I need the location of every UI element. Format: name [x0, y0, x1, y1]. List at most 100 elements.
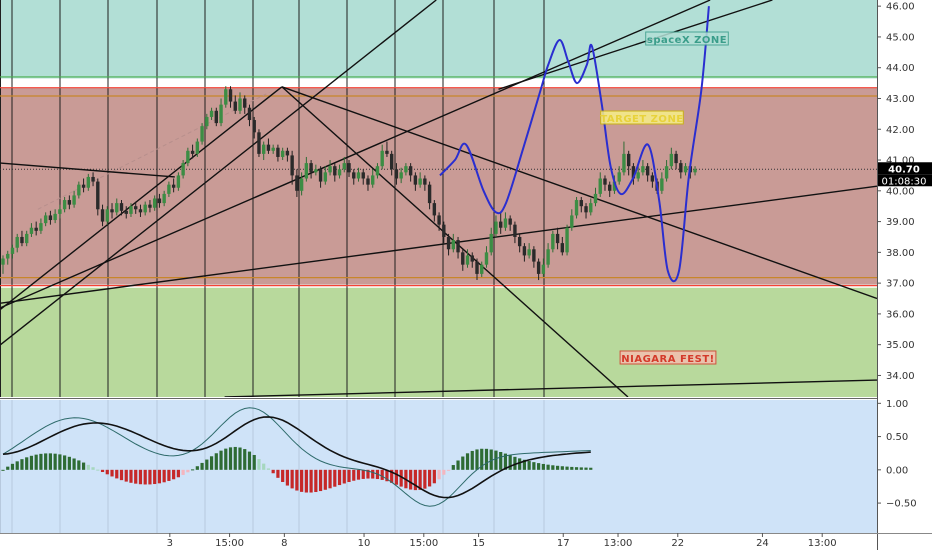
candle-body — [58, 209, 62, 214]
histogram-bar — [233, 446, 237, 470]
histogram-bar — [465, 453, 470, 470]
candle-body — [333, 166, 337, 176]
histogram-bar — [328, 469, 332, 489]
candle-body — [399, 172, 403, 179]
candle-body — [546, 249, 550, 265]
histogram-bar — [347, 469, 351, 483]
trendline[interactable] — [0, 0, 711, 309]
histogram-bar — [371, 469, 375, 479]
candle-body — [115, 203, 119, 213]
candle-body — [214, 110, 218, 124]
osc-tick-label: 0.00 — [886, 465, 908, 476]
candle-body — [228, 89, 233, 102]
histogram-bar — [214, 453, 218, 470]
zone-label-2: TARGET ZONE — [600, 110, 684, 125]
candle-body — [683, 166, 688, 173]
zone-label-box — [600, 110, 684, 125]
projection-path[interactable] — [439, 6, 710, 283]
candle-body — [157, 198, 162, 204]
histogram-bar — [129, 469, 133, 483]
trendline[interactable] — [0, 86, 283, 310]
histogram-bar — [143, 469, 147, 485]
histogram-bar — [480, 448, 484, 470]
histogram-bar — [15, 461, 19, 470]
trendline[interactable] — [0, 185, 877, 304]
candle-body — [152, 198, 157, 208]
candle-body — [48, 215, 53, 221]
candle-body — [565, 227, 569, 253]
zone-label-1: spaceX ZONE — [645, 31, 729, 46]
histogram-bar — [570, 466, 574, 470]
histogram-bar — [63, 455, 67, 470]
histogram-bar — [527, 461, 531, 470]
histogram-bar — [25, 457, 29, 470]
time-tick-label: 15:00 — [409, 538, 438, 549]
candle-body — [693, 169, 697, 173]
histogram-bar — [228, 447, 233, 470]
time-tick-label: 3 — [167, 538, 173, 549]
histogram-bar — [276, 469, 280, 478]
candle-body — [96, 181, 100, 210]
candle-body — [570, 215, 574, 228]
candle-body — [124, 210, 128, 214]
candle-body — [29, 227, 34, 234]
candle-body — [262, 144, 266, 154]
histogram-bar — [96, 469, 100, 471]
histogram-bar — [77, 460, 81, 470]
histogram-bar — [413, 469, 417, 491]
candle-body — [641, 166, 645, 173]
histogram-bar — [115, 469, 119, 479]
histogram-bar — [513, 456, 517, 470]
last-price-badge — [878, 162, 932, 175]
histogram-bar — [494, 450, 498, 470]
candle-body — [465, 255, 470, 265]
histogram-bar — [29, 455, 34, 470]
price-axis[interactable]: 46.00 45.00 44.00 43.00 42.00 41.00 40.00 39.00… — [877, 2, 932, 382]
zone-label-3: NIAGARA FEST! — [619, 350, 717, 365]
time-tick-label: 24 — [756, 538, 769, 549]
candle-body — [219, 104, 223, 124]
histogram-bar — [428, 469, 432, 487]
time-tick-label: 13:00 — [604, 538, 633, 549]
candle-body — [34, 227, 38, 231]
candle-body — [622, 153, 626, 173]
histogram-bar — [285, 469, 289, 486]
trendline[interactable] — [0, 0, 437, 346]
time-tick-label: 17 — [557, 538, 570, 549]
histogram-bar — [451, 465, 455, 470]
histogram-bar — [356, 469, 361, 480]
candle-body — [247, 107, 252, 121]
trendline[interactable] — [224, 379, 877, 397]
candle-body — [280, 150, 285, 157]
candle-body — [660, 178, 664, 191]
histogram-bar — [537, 463, 541, 470]
candle-body — [119, 203, 124, 211]
candle-body — [536, 261, 541, 274]
candle-body — [162, 193, 166, 204]
zone-label-text: NIAGARA FEST! — [621, 354, 714, 365]
candle-body — [427, 184, 432, 204]
candle-body — [480, 264, 484, 274]
histogram-bar — [119, 469, 124, 481]
price-tick-label: 40.00 — [886, 186, 915, 197]
histogram-bar — [44, 453, 48, 470]
candle-body — [252, 120, 256, 133]
osc-tick-label: −0.50 — [886, 499, 917, 510]
trendline[interactable] — [281, 86, 877, 300]
histogram-bar — [53, 453, 57, 470]
histogram-bar — [162, 469, 166, 483]
histogram-bar — [20, 459, 24, 470]
time-axis[interactable]: 3 15:00 8 10 15:00 15 17 13:00 22 24 13:00 — [167, 533, 837, 549]
histogram-bar — [1, 469, 5, 471]
last-price-label: 40.70 — [888, 164, 920, 175]
histogram-bar — [579, 467, 583, 470]
trendline[interactable] — [0, 162, 175, 178]
histogram-bar — [432, 469, 436, 484]
time-tick-label: 10 — [358, 538, 371, 549]
candle-body — [584, 206, 588, 213]
candle-body — [143, 204, 147, 213]
candle-body — [347, 163, 351, 173]
oscillator-axis[interactable]: 1.00 0.50 0.00 −0.50 — [877, 399, 917, 510]
candle-body — [589, 203, 593, 213]
